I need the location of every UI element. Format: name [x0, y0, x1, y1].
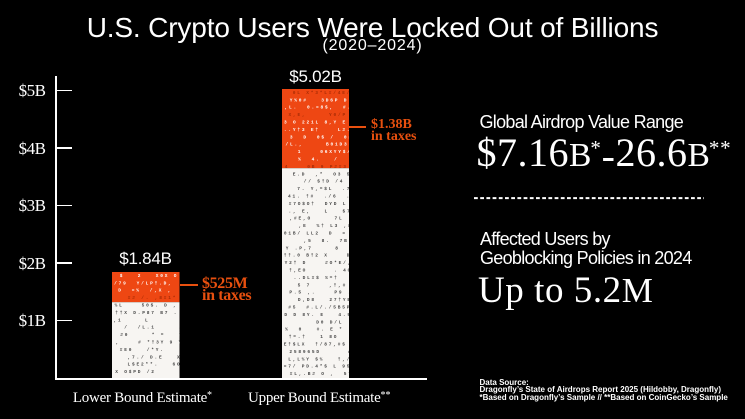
svg-text:#L,.B# O , 5†: #L,.B# O , 5†: [285, 371, 349, 377]
svg-text:%L 50$. D ,: %L 50$. D ,: [115, 303, 180, 309]
svg-text:D,D8 27†YB: D,D8 27†YB: [284, 297, 349, 303]
svg-text:5 7 ,†,#: 5 7 ,†,#: [284, 283, 349, 289]
svg-text:D =% /,X ,: D =% /,X ,: [114, 288, 180, 294]
svg-text:4 0B 9 P##3: 4 0B 9 P##3: [284, 164, 348, 170]
svg-text:Y .P,7 8: Y .P,7 8: [285, 246, 348, 252]
svg-text:D D 8Y. E 4.9: D D 8Y. E 4.9: [284, 312, 349, 318]
svg-text:41. †# ./6 .: 41. †# ./6 .: [283, 194, 349, 200]
svg-text:, # *†3Y 9 Y: , # *†3Y 9 Y: [116, 340, 180, 346]
svg-text:X O$PD /2: X O$PD /2: [115, 369, 179, 375]
svg-text:., E, L $7: ., E, L $7: [284, 209, 349, 215]
svg-text:P.5 ,. P9 .: P.5 ,. P9 .: [284, 290, 348, 296]
svg-text:,7./ D.E X: ,7./ D.E X: [114, 355, 180, 361]
svg-text:$ 2 X0X O: $ 2 X0X O: [115, 273, 179, 279]
svg-text:## /. ,8#1*: ## /. ,8#1*: [114, 295, 179, 301]
svg-text:258965D 4: 258965D 4: [284, 349, 348, 355]
svg-text:#E0 /*Y.: #E0 /*Y.: [115, 347, 179, 353]
svg-text:#0 * = †: #0 * = †: [116, 332, 180, 338]
svg-text:††X D.P87 B7 .: ††X D.P87 B7 .: [115, 310, 179, 316]
svg-text:3 D 0$ / 0#: 3 D 0$ / 0#: [285, 135, 349, 141]
svg-text:#5 #.L/./5B5P: #5 #.L/./5B5P: [283, 305, 348, 311]
svg-text:Y2† D #O*E/,: Y2† D #O*E/,: [284, 260, 348, 266]
svg-text:/ /L.1 .: / /L.1 .: [115, 325, 179, 331]
svg-text:7. Y,=$L .7: 7. Y,=$L .7: [283, 186, 348, 192]
svg-text:,#E,O 7L: ,#E,O 7L: [285, 216, 349, 222]
svg-text:// $†D /4: // $†D /4: [285, 179, 348, 185]
svg-text:3 O 221L 8,Y E: 3 O 221L 8,Y E: [284, 120, 349, 126]
svg-text:% 0 #. E *: % 0 #. E *: [285, 327, 349, 333]
svg-text:..Y†3 E† L#.: ..Y†3 E† L#.: [283, 127, 348, 133]
svg-text:††.0 B†2 X D: ††.0 B†2 X D: [283, 253, 348, 259]
svg-text:..DL#$ %=†: ..DL#$ %=†: [284, 275, 348, 281]
svg-text:#7O$O† DYD L: #7O$O† DYD L: [284, 201, 349, 207]
svg-text:=7/ PD.4*$ L 95: =7/ PD.4*$ L 95: [283, 364, 348, 370]
svg-text:0L X*3*L#/4E/: 0L X*3*L#/4E/: [283, 90, 348, 96]
svg-text:1 06XYY$/: 1 06XYY$/: [284, 149, 349, 155]
svg-text:†,EO . 4O: †,EO . 4O: [284, 268, 348, 274]
svg-text:L,L%Y $% †,/: L,L%Y $% †,/: [283, 357, 348, 363]
svg-text:,E %† L3 ,8: ,E %† L3 ,8: [285, 223, 349, 229]
svg-text:% 4. /: % 4. /: [284, 157, 348, 163]
svg-text:/79 Y/LP†.D,: /79 Y/LP†.D,: [114, 281, 179, 287]
svg-text:/L., B01D3.: /L., B01D3.: [285, 142, 349, 148]
svg-text:,L. 0.=8$, #.: ,L. 0.=8$, #.: [284, 105, 349, 111]
svg-text:,1 L: ,1 L: [114, 318, 180, 324]
svg-text:Y%0# 3D6P D: Y%0# 3D6P D: [285, 98, 349, 104]
svg-text:E.D ,* O3 5: E.D ,* O3 5: [283, 172, 348, 178]
svg-text:D0 D/L: D0 D/L: [284, 320, 348, 326]
svg-text:X,E, Y0/P: X,E, Y0/P: [284, 112, 349, 118]
svg-text:†=.† 1 8O: †=.† 1 8O: [284, 334, 349, 340]
svg-text:01B/ LL2 D =: 01B/ LL2 D =: [283, 231, 348, 237]
svg-text:L$E2**. 6O: L$E2**. 6O: [114, 362, 180, 368]
svg-text:,5 8. 7B.: ,5 8. 7B.: [285, 238, 348, 244]
svg-text:E†$LX †/87,#$: E†$LX †/87,#$: [283, 342, 348, 348]
